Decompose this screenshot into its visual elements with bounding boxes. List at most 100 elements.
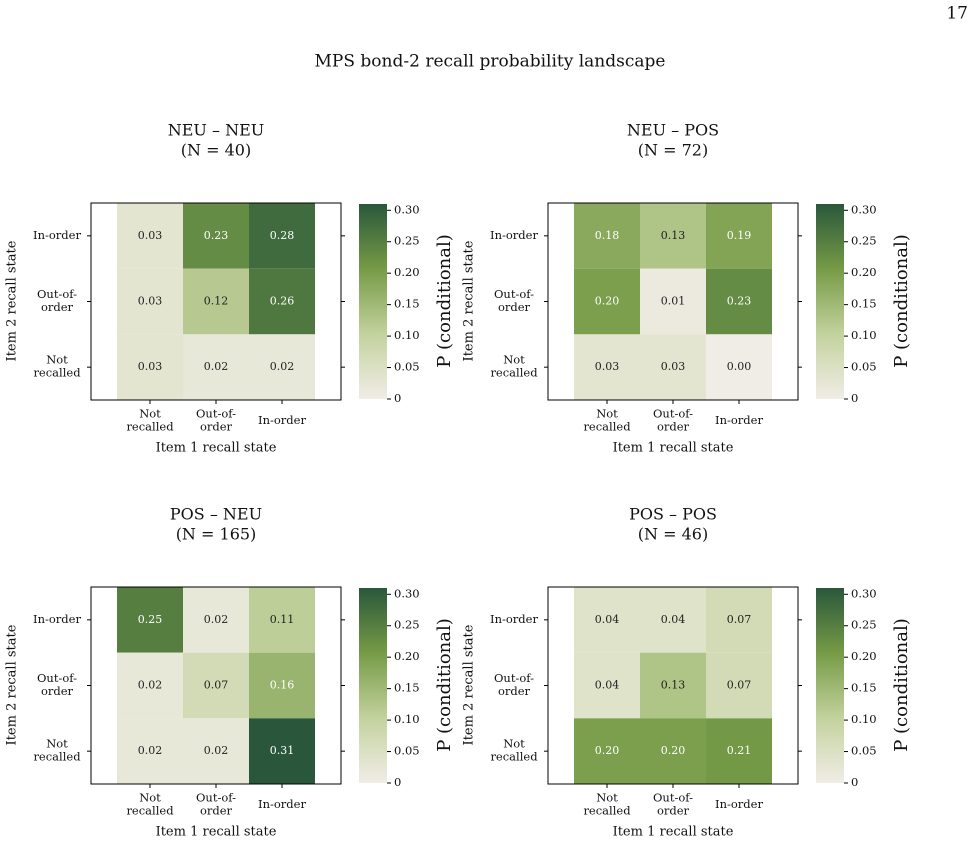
- colorbar-tick-label: 0.15: [394, 297, 420, 311]
- cell-label: 0.18: [595, 229, 620, 242]
- colorbar-tick-label: 0.15: [851, 681, 877, 695]
- x-tick-label: Not recalled: [126, 791, 174, 818]
- y-tick-label: In-order: [33, 612, 81, 626]
- heatmap-cell: [117, 268, 183, 335]
- heatmap-cell: [640, 587, 706, 653]
- colorbar-tick-label: 0.25: [851, 234, 877, 248]
- colorbar-tick-label: 0.30: [394, 586, 420, 600]
- y-axis-label: Item 2 recall state: [5, 624, 20, 745]
- x-tick-label: In-order: [258, 797, 306, 811]
- panel-title: NEU – POS: [627, 121, 719, 140]
- colorbar-tick-label: 0: [851, 775, 858, 789]
- x-tick-label: Out-of-order: [653, 407, 693, 434]
- heatmap-cell: [249, 334, 315, 400]
- cell-label: 0.03: [138, 360, 163, 373]
- heatmap-cell: [117, 587, 183, 653]
- panel-subtitle: (N = 72): [638, 141, 708, 160]
- cell-label: 0.23: [727, 295, 752, 308]
- heatmap-cell: [183, 587, 249, 653]
- heatmap-cell: [706, 718, 772, 784]
- cell-label: 0.03: [661, 360, 686, 373]
- x-tick-label: Not recalled: [583, 407, 631, 434]
- cell-label: 0.00: [727, 360, 752, 373]
- figure-title: MPS bond-2 recall probability landscape: [315, 52, 666, 72]
- colorbar-tick-label: 0.05: [851, 744, 877, 758]
- colorbar-tick-label: 0: [851, 391, 858, 405]
- colorbar-tick-label: 0.10: [851, 712, 877, 726]
- cell-label: 0.19: [727, 229, 752, 242]
- x-tick-label: Out-of-order: [196, 791, 236, 818]
- y-axis-label: Item 2 recall state: [5, 240, 20, 361]
- x-axis-label: Item 1 recall state: [156, 825, 277, 840]
- heatmap-cell: [183, 718, 249, 784]
- cell-label: 0.01: [661, 295, 686, 308]
- cell-label: 0.28: [270, 229, 295, 242]
- panel-title: POS – NEU: [170, 505, 262, 524]
- cell-label: 0.02: [204, 613, 229, 626]
- colorbar: [359, 588, 387, 783]
- heatmap-cell: [706, 652, 772, 719]
- heatmap-cell: [706, 334, 772, 400]
- colorbar-label: P (conditional): [891, 618, 912, 752]
- page-number: 17: [946, 4, 968, 24]
- y-tick-label: Out-of-order: [37, 671, 77, 698]
- colorbar-tick-label: 0.30: [851, 586, 877, 600]
- colorbar: [816, 588, 844, 783]
- panel: NEU – POS(N = 72) 0.18 0.13 0.19 0.20 0.01 0.2…: [462, 121, 913, 456]
- cell-label: 0.04: [661, 613, 686, 626]
- cell-label: 0.21: [727, 744, 752, 757]
- y-tick-label: In-order: [490, 612, 538, 626]
- colorbar-tick-label: 0.25: [394, 234, 420, 248]
- heatmap-cell: [117, 652, 183, 719]
- cell-label: 0.04: [595, 613, 620, 626]
- x-tick-label: Out-of-order: [196, 407, 236, 434]
- cell-label: 0.13: [661, 229, 686, 242]
- cell-label: 0.03: [138, 229, 163, 242]
- colorbar-tick-label: 0: [394, 775, 401, 789]
- cell-label: 0.02: [138, 679, 163, 692]
- colorbar-label: P (conditional): [434, 234, 455, 368]
- colorbar-tick-label: 0.10: [394, 328, 420, 342]
- heatmap-cell: [574, 268, 640, 335]
- heatmap-cell: [574, 334, 640, 400]
- y-tick-label: In-order: [490, 228, 538, 242]
- cell-label: 0.11: [270, 613, 295, 626]
- heatmap-cell: [249, 203, 315, 269]
- y-tick-label: Not recalled: [33, 353, 81, 380]
- colorbar-tick-label: 0.30: [851, 202, 877, 216]
- x-tick-label: In-order: [715, 797, 763, 811]
- heatmap-cell: [117, 334, 183, 400]
- colorbar-tick-label: 0.30: [394, 202, 420, 216]
- colorbar-tick-label: 0.25: [851, 618, 877, 632]
- x-tick-label: In-order: [258, 413, 306, 427]
- cell-label: 0.03: [595, 360, 620, 373]
- heatmap-cell: [706, 203, 772, 269]
- cell-label: 0.25: [138, 613, 163, 626]
- y-tick-label: Not recalled: [490, 737, 538, 764]
- panel-title: POS – POS: [629, 505, 717, 524]
- heatmap-cell: [183, 334, 249, 400]
- cell-label: 0.20: [661, 744, 686, 757]
- heatmap-cell: [117, 718, 183, 784]
- heatmap-cell: [640, 268, 706, 335]
- heatmap-cell: [249, 587, 315, 653]
- cell-label: 0.31: [270, 744, 295, 757]
- x-tick-label: Not recalled: [583, 791, 631, 818]
- heatmap-cell: [249, 268, 315, 335]
- panel-subtitle: (N = 165): [176, 525, 257, 544]
- cell-label: 0.03: [138, 295, 163, 308]
- heatmap-cell: [117, 203, 183, 269]
- cell-label: 0.13: [661, 679, 686, 692]
- panel-subtitle: (N = 40): [181, 141, 251, 160]
- cell-label: 0.02: [138, 744, 163, 757]
- cell-label: 0.02: [270, 360, 295, 373]
- panel: POS – POS(N = 46) 0.04 0.04 0.07 0.04 0.13 0.0…: [462, 505, 913, 840]
- heatmap-cell: [640, 652, 706, 719]
- x-tick-label: Out-of-order: [653, 791, 693, 818]
- y-tick-label: Not recalled: [33, 737, 81, 764]
- cell-label: 0.02: [204, 360, 229, 373]
- colorbar: [816, 204, 844, 399]
- y-tick-label: Not recalled: [490, 353, 538, 380]
- colorbar-tick-label: 0.15: [394, 681, 420, 695]
